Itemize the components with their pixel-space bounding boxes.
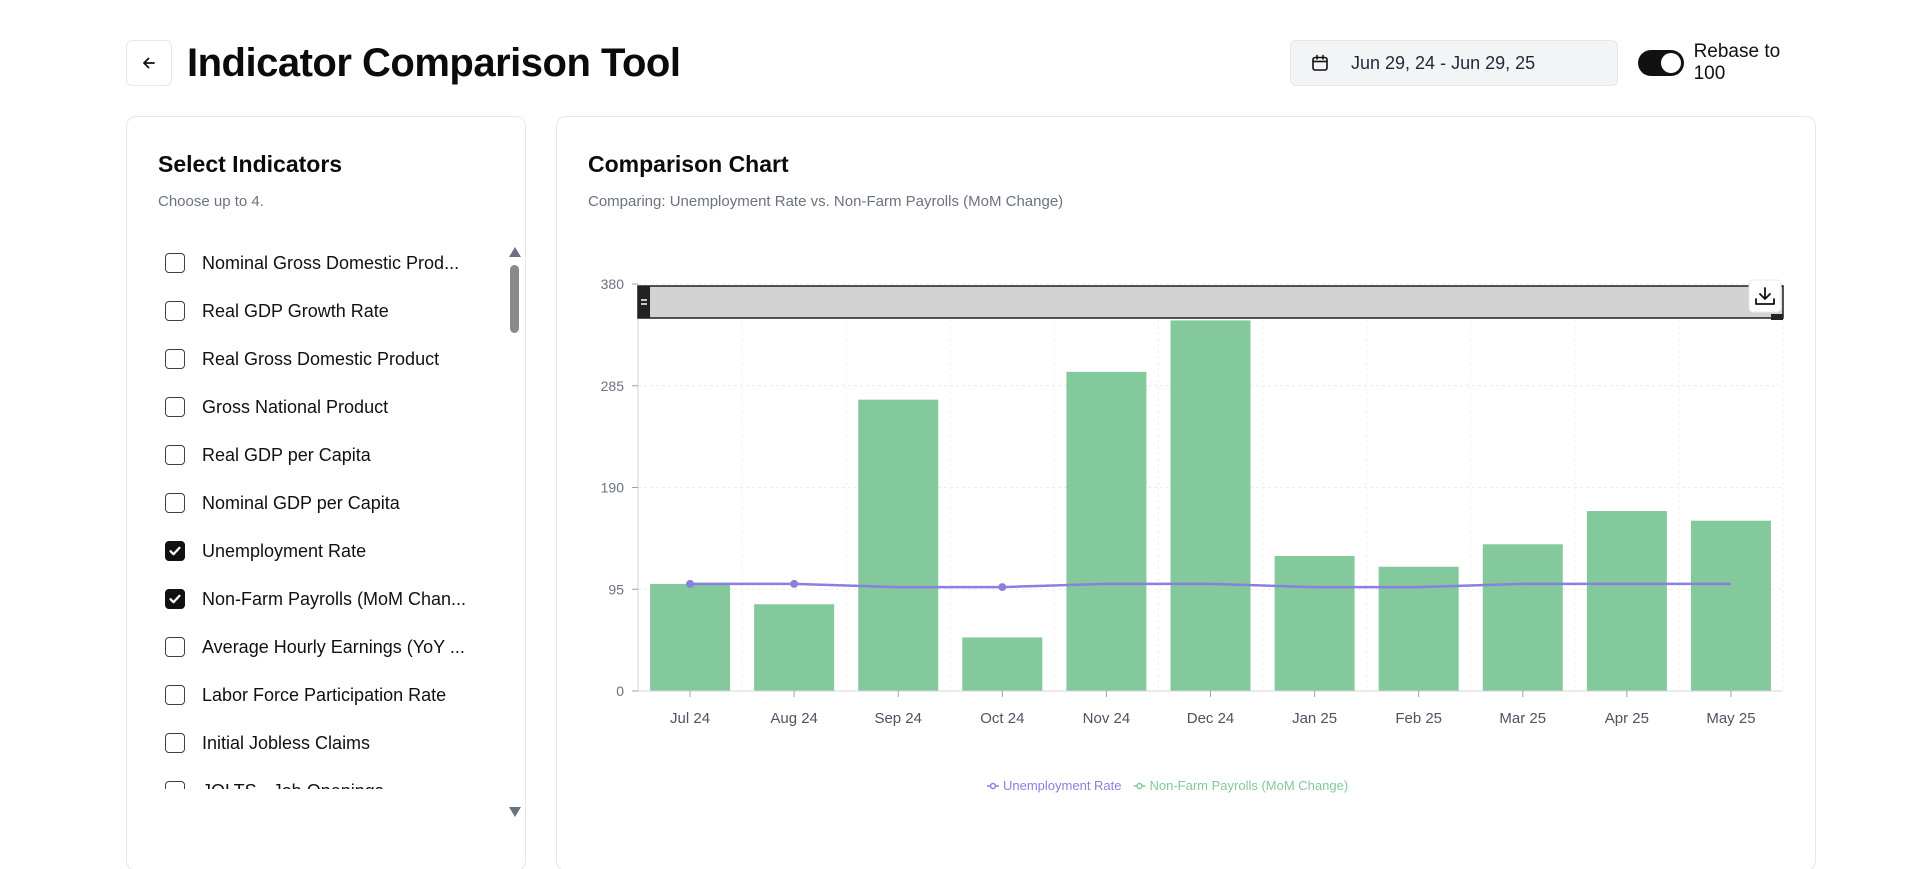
indicator-option[interactable]: Labor Force Participation Rate — [155, 680, 446, 710]
indicator-label: Real GDP Growth Rate — [202, 300, 389, 321]
rebase-toggle[interactable] — [1638, 50, 1684, 76]
x-tick-label: Feb 25 — [1395, 710, 1442, 727]
bar[interactable] — [962, 637, 1043, 691]
indicator-option[interactable]: Gross National Product — [155, 392, 388, 422]
brush-handle-right[interactable] — [1771, 314, 1783, 320]
indicator-list[interactable]: Nominal Gross Domestic Prod... Real GDP G… — [155, 249, 495, 789]
comparison-chart-panel: Comparison Chart Comparing: Unemployment… — [556, 116, 1816, 869]
x-tick-label: Dec 24 — [1187, 710, 1235, 727]
indicator-label: Initial Jobless Claims — [202, 732, 371, 753]
indicator-checkbox[interactable] — [165, 541, 185, 561]
panel-subtitle: Choose up to 4. — [158, 193, 264, 210]
x-tick-label: Mar 25 — [1499, 710, 1546, 727]
indicator-option[interactable]: JOLTS - Job Openings — [155, 776, 384, 789]
date-range-text: Jun 29, 24 - Jun 29, 25 — [1351, 52, 1536, 73]
back-button[interactable] — [126, 40, 172, 86]
y-tick-label: 380 — [601, 276, 625, 292]
legend-swatch-marker — [1136, 782, 1143, 790]
y-tick-label: 0 — [616, 683, 624, 699]
indicator-label: Gross National Product — [202, 396, 389, 417]
x-tick-label: Sep 24 — [874, 710, 922, 727]
line-point[interactable] — [686, 579, 695, 588]
indicator-label: Non-Farm Payrolls (MoM Chan... — [202, 588, 467, 609]
line-point[interactable] — [790, 579, 799, 588]
brush-handle-left[interactable] — [638, 286, 650, 318]
indicator-option[interactable]: Average Hourly Earnings (YoY ... — [155, 632, 465, 662]
bar[interactable] — [1066, 371, 1147, 691]
indicator-label: Labor Force Participation Rate — [202, 684, 447, 705]
indicator-option[interactable]: Real GDP per Capita — [155, 440, 371, 470]
download-icon — [1755, 287, 1775, 305]
indicator-option[interactable]: Nominal GDP per Capita — [155, 488, 400, 518]
indicator-label: Average Hourly Earnings (YoY ... — [202, 636, 465, 657]
arrow-left-icon — [143, 57, 155, 69]
indicator-checkbox[interactable] — [165, 445, 185, 465]
bar[interactable] — [858, 399, 939, 691]
indicator-checkbox[interactable] — [165, 301, 185, 321]
x-tick-label: Nov 24 — [1083, 710, 1131, 727]
bar[interactable] — [650, 583, 731, 691]
indicator-label: Unemployment Rate — [202, 540, 367, 561]
x-tick-label: May 25 — [1706, 710, 1755, 727]
page-title: Indicator Comparison Tool — [187, 41, 681, 85]
zoom-brush[interactable] — [637, 285, 1784, 319]
indicator-checkbox[interactable] — [165, 637, 185, 657]
scroll-up-arrow-icon[interactable] — [509, 247, 521, 257]
indicator-checkbox[interactable] — [165, 397, 185, 417]
select-indicators-panel: Select Indicators Choose up to 4. Nomina… — [126, 116, 526, 869]
y-tick-label: 190 — [601, 480, 625, 496]
bar[interactable] — [1690, 520, 1771, 691]
bar[interactable] — [1482, 544, 1563, 691]
calendar-icon — [1312, 54, 1328, 71]
unemployment-rate-line — [690, 582, 1731, 589]
legend-swatch-marker — [989, 782, 997, 790]
x-tick-label: Jul 24 — [670, 710, 710, 727]
header: Indicator Comparison Tool Jun 29, 24 - J… — [126, 40, 1816, 86]
checkmark-icon — [169, 594, 181, 604]
indicator-option[interactable]: Initial Jobless Claims — [155, 728, 370, 758]
indicator-checkbox[interactable] — [165, 349, 185, 369]
legend-label[interactable]: Unemployment Rate — [1003, 778, 1122, 793]
indicator-label: Nominal GDP per Capita — [202, 492, 400, 513]
toggle-knob — [1660, 53, 1681, 73]
date-range-picker[interactable]: Jun 29, 24 - Jun 29, 25 — [1290, 40, 1618, 86]
panel-title: Select Indicators — [158, 151, 343, 177]
legend-label[interactable]: Non-Farm Payrolls (MoM Change) — [1150, 778, 1349, 793]
x-tick-label: Jan 25 — [1292, 710, 1337, 727]
indicator-label: JOLTS - Job Openings — [202, 781, 384, 790]
indicator-checkbox[interactable] — [165, 781, 185, 789]
indicator-checkbox[interactable] — [165, 253, 185, 273]
bar[interactable] — [754, 604, 835, 691]
indicator-label: Real GDP per Capita — [202, 444, 371, 465]
indicator-label: Real Gross Domestic Product — [202, 348, 440, 369]
y-tick-label: 95 — [608, 581, 624, 597]
indicator-option[interactable]: Unemployment Rate — [155, 536, 366, 566]
x-tick-label: Apr 25 — [1605, 710, 1649, 727]
indicator-option[interactable]: Real GDP Growth Rate — [155, 296, 389, 326]
comparison-chart: 0 95 190 285 380 Jul 24 Aug 24 Sep 24 Oct 24 Nov … — [601, 276, 1784, 793]
rebase-toggle-label: Rebase to 100 — [1693, 41, 1781, 84]
x-tick-label: Aug 24 — [770, 710, 818, 727]
scroll-down-arrow-icon[interactable] — [509, 807, 521, 817]
bar[interactable] — [1274, 556, 1355, 691]
x-tick-label: Oct 24 — [980, 710, 1024, 727]
scrollbar-thumb[interactable] — [510, 265, 519, 333]
y-tick-label: 285 — [601, 378, 625, 394]
rebase-toggle-group: Rebase to 100 — [1638, 40, 1816, 86]
indicator-option[interactable]: Real Gross Domestic Product — [155, 344, 439, 374]
indicator-checkbox[interactable] — [165, 493, 185, 513]
bar[interactable] — [1586, 511, 1667, 691]
bar[interactable] — [1170, 320, 1251, 691]
indicator-checkbox[interactable] — [165, 685, 185, 705]
checkmark-icon — [169, 546, 181, 556]
chart-subtitle: Comparing: Unemployment Rate vs. Non-Far… — [588, 193, 1064, 210]
indicator-label: Nominal Gross Domestic Prod... — [202, 252, 460, 273]
chart-title: Comparison Chart — [588, 151, 789, 177]
line-point[interactable] — [998, 583, 1007, 592]
indicator-option[interactable]: Non-Farm Payrolls (MoM Chan... — [155, 584, 466, 614]
indicator-list-scrollbar[interactable] — [507, 247, 521, 817]
indicator-option[interactable]: Nominal Gross Domestic Prod... — [155, 249, 459, 278]
indicator-checkbox[interactable] — [165, 589, 185, 609]
indicator-checkbox[interactable] — [165, 733, 185, 753]
